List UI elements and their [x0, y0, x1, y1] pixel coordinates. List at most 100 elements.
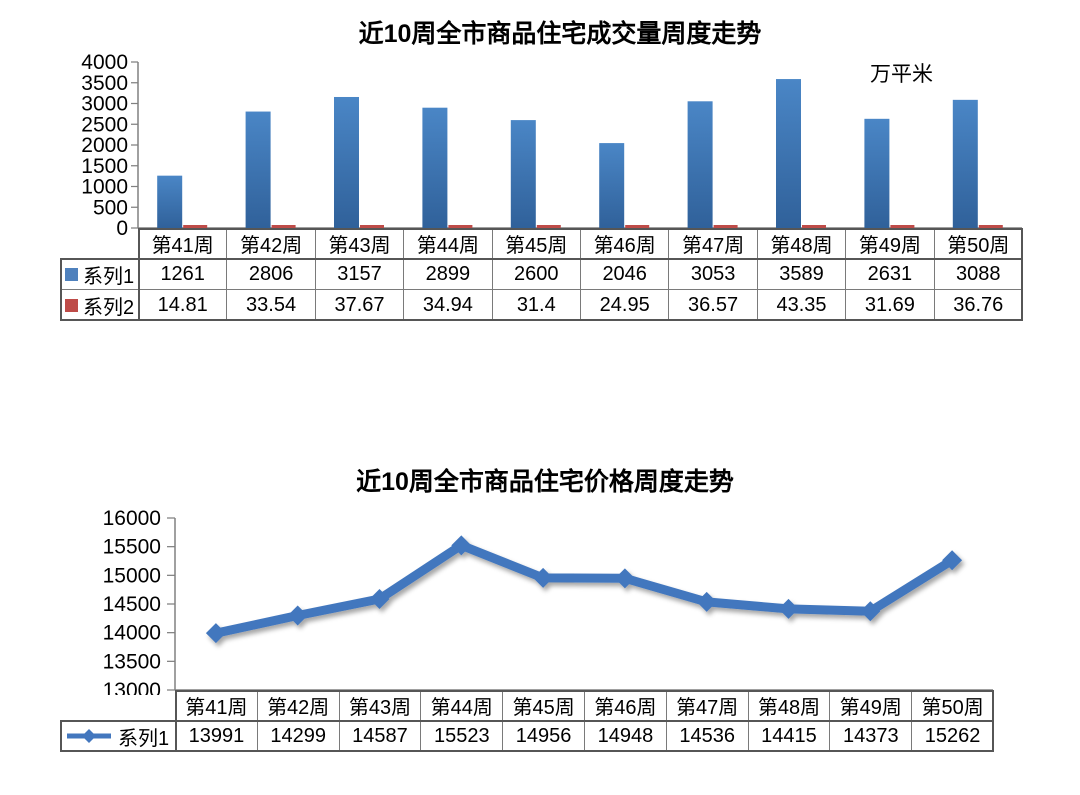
marker-第49周: [860, 601, 881, 622]
y-axis-tick-label: 2000: [81, 134, 128, 157]
value-cell: 2631: [845, 258, 935, 290]
bar-series2-第50周: [978, 225, 1003, 228]
week-header-cell: 第46周: [584, 690, 667, 721]
bar-series2-第48周: [802, 225, 826, 228]
value-cell: 13991: [175, 720, 258, 752]
week-header-cell: 第48周: [756, 228, 847, 259]
value-cell: 34.94: [403, 289, 493, 321]
marker-第46周: [614, 568, 635, 589]
value-cell: 14536: [665, 720, 749, 752]
value-cell: 43.35: [756, 289, 847, 321]
week-header-cell: 第50周: [911, 690, 994, 721]
week-header-cell: 第49周: [845, 228, 935, 259]
y-axis-tick-label: 13500: [103, 650, 161, 673]
week-header-cell: 第47周: [668, 228, 758, 259]
bar-series2-第41周: [183, 225, 208, 228]
value-cell: 14956: [502, 720, 585, 752]
week-header-cell: 第43周: [314, 228, 405, 259]
y-axis-tick-label: 15500: [103, 536, 161, 559]
marker-第41周: [205, 623, 226, 644]
y-axis-tick-label: 1500: [81, 155, 128, 178]
value-cell: 2046: [580, 258, 670, 290]
marker-第45周: [533, 567, 554, 588]
bar-series2-第46周: [625, 225, 650, 228]
bar-series2-第44周: [448, 225, 473, 228]
price-line-plot-area: 13000 13500 14000 14500 15000 15500 16000: [103, 507, 993, 695]
bar-series1-第46周: [599, 143, 625, 228]
week-header-cell: 第41周: [138, 228, 228, 259]
y-axis-tick-label: 13000: [103, 679, 161, 695]
bar-series2-第47周: [713, 225, 738, 228]
week-header-cell: 第47周: [665, 690, 749, 721]
value-cell: 3088: [933, 258, 1023, 290]
week-header-cell: 第43周: [338, 690, 422, 721]
bar-series2-第45周: [536, 225, 561, 228]
y-axis-tick-label: 3500: [81, 72, 128, 95]
week-header-cell: 第42周: [256, 690, 340, 721]
bar-series1-第47周: [687, 101, 713, 228]
legend-series-name: 系列1: [83, 265, 135, 288]
series-line: [211, 540, 957, 638]
marker-第47周: [696, 591, 717, 612]
y-axis-tick-label: 1000: [81, 176, 128, 199]
y-axis-tick-label: 15000: [103, 564, 161, 587]
week-header-cell: 第46周: [580, 228, 670, 259]
value-cell: 15523: [420, 720, 504, 752]
week-header-cell: 第49周: [829, 690, 913, 721]
value-cell: 1261: [138, 258, 228, 290]
week-header-cell: 第44周: [403, 228, 493, 259]
value-cell: 2600: [491, 258, 581, 290]
price-chart-title: 近10周全市商品住宅价格周度走势: [356, 468, 734, 496]
value-cell: 3053: [668, 258, 758, 290]
series2-swatch: [65, 298, 78, 312]
value-cell: 2806: [226, 258, 316, 290]
value-cell: 14587: [338, 720, 422, 752]
y-axis-tick-label: 14500: [103, 593, 161, 616]
y-axis-tick-label: 2500: [81, 113, 128, 136]
legend-cell-系列2: 系列2: [60, 289, 139, 321]
value-cell: 36.57: [668, 289, 758, 321]
price-line-series: [205, 535, 963, 644]
bar-series1-第50周: [952, 99, 978, 229]
value-cell: 3589: [756, 258, 847, 290]
value-cell: 2899: [403, 258, 493, 290]
week-header-cell: 第45周: [491, 228, 581, 259]
marker-第43周: [369, 589, 390, 610]
value-cell: 33.54: [226, 289, 316, 321]
value-cell: 3157: [314, 258, 405, 290]
bar-series2-第42周: [271, 225, 296, 228]
legend-cell-系列1: 系列1: [60, 258, 139, 290]
marker-第42周: [287, 605, 308, 626]
bar-series1-第45周: [510, 120, 536, 228]
legend-series-name: 系列1: [118, 727, 170, 750]
y-axis-tick-label: 0: [116, 217, 128, 235]
value-cell: 31.69: [845, 289, 935, 321]
value-cell: 14373: [829, 720, 913, 752]
bar-series2-第43周: [360, 225, 384, 228]
y-axis-tick-label: 14000: [103, 622, 161, 645]
y-axis-tick-label: 3000: [81, 93, 128, 116]
bar-series1-第42周: [245, 111, 271, 228]
bar-series1-第44周: [422, 107, 448, 228]
y-axis-tick-label: 16000: [103, 507, 161, 530]
bar-series1-第41周: [157, 175, 183, 228]
week-header-cell: 第41周: [175, 690, 258, 721]
unit-label: 万平米: [870, 63, 933, 86]
marker-第50周: [942, 550, 963, 571]
marker-第48周: [778, 598, 799, 619]
value-cell: 14948: [584, 720, 667, 752]
week-header-cell: 第48周: [747, 690, 831, 721]
legend-cell-系列1: 系列1: [60, 720, 176, 752]
volume-chart-title: 近10周全市商品住宅成交量周度走势: [358, 20, 762, 48]
value-cell: 14415: [747, 720, 831, 752]
value-cell: 31.4: [491, 289, 581, 321]
bar-series1-第49周: [864, 118, 890, 228]
value-cell: 36.76: [933, 289, 1023, 321]
week-header-cell: 第42周: [226, 228, 316, 259]
week-header-cell: 第45周: [502, 690, 585, 721]
value-cell: 14299: [256, 720, 340, 752]
bar-series1-第43周: [334, 96, 359, 228]
line-marker-glyph: [67, 729, 111, 743]
